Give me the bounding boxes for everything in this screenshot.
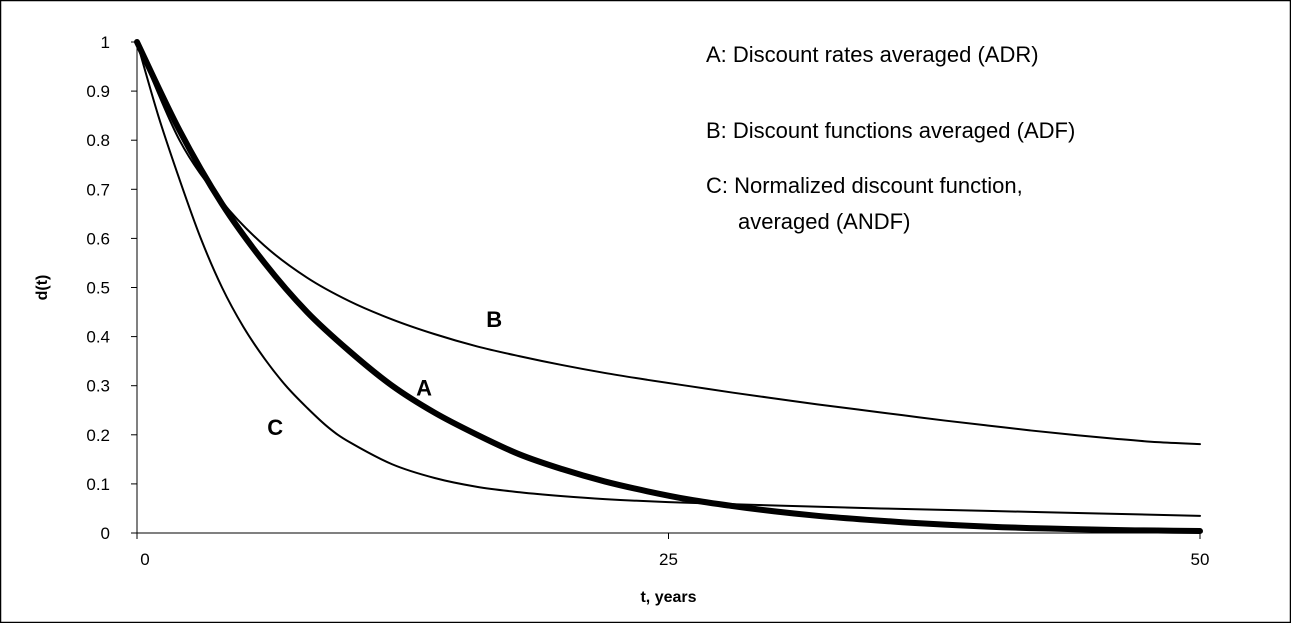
series-layer xyxy=(134,39,1203,535)
y-tick-label: 0.4 xyxy=(86,328,110,347)
y-tick-label: 0.1 xyxy=(86,475,110,494)
curve-label-c: C xyxy=(267,415,283,440)
y-tick-label: 0.8 xyxy=(86,131,110,150)
curve-label-a: A xyxy=(416,376,432,401)
y-axis-ticks: 0 0.1 0.2 0.3 0.4 0.5 0.6 0.7 0.8 0.9 1 xyxy=(86,33,137,543)
legend-entry-c-line2: averaged (ANDF) xyxy=(738,209,910,234)
y-tick-label: 0.3 xyxy=(86,377,110,396)
y-tick-label: 1 xyxy=(101,33,110,52)
y-tick-label: 0.9 xyxy=(86,82,110,101)
x-axis-title: t, years xyxy=(640,589,696,606)
x-tick-label: 0 xyxy=(140,550,149,569)
x-tick-label: 50 xyxy=(1191,550,1210,569)
series-line-c xyxy=(136,41,1201,517)
y-tick-label: 0.7 xyxy=(86,180,110,199)
y-tick-label: 0.2 xyxy=(86,426,110,445)
legend-entry-a: A: Discount rates averaged (ADR) xyxy=(706,42,1039,67)
series-line-b xyxy=(136,41,1201,446)
curve-label-b: B xyxy=(486,307,502,332)
curve-labels: A B C xyxy=(267,307,502,440)
y-tick-label: 0.6 xyxy=(86,229,110,248)
legend-entry-b: B: Discount functions averaged (ADF) xyxy=(706,118,1075,143)
legend: A: Discount rates averaged (ADR) B: Disc… xyxy=(706,42,1075,234)
y-axis-title: d(t) xyxy=(34,275,51,301)
x-axis-ticks: 0 25 50 xyxy=(136,533,1210,569)
y-tick-label: 0.5 xyxy=(86,279,110,298)
legend-entry-c-line1: C: Normalized discount function, xyxy=(706,173,1023,198)
x-tick-label: 25 xyxy=(659,550,678,569)
y-tick-label: 0 xyxy=(101,524,110,543)
series-line-a xyxy=(134,39,1203,535)
